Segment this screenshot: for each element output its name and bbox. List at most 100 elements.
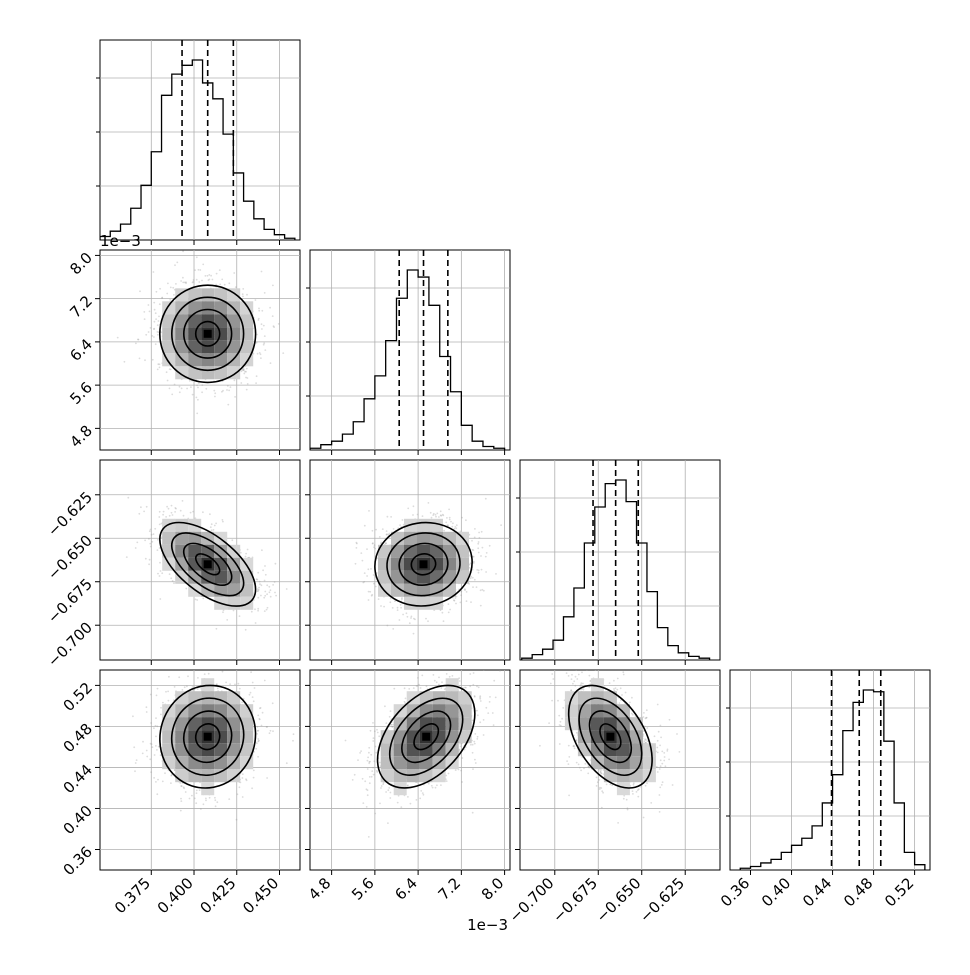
scatter-point	[166, 293, 168, 295]
scatter-point	[356, 547, 358, 549]
scatter-point	[212, 279, 214, 281]
scatter-point	[474, 579, 476, 581]
scatter-point	[263, 342, 265, 344]
scatter-point	[216, 273, 218, 275]
scatter-point	[450, 521, 452, 523]
scatter-point	[216, 628, 218, 630]
scatter-point	[364, 572, 366, 574]
scatter-point	[208, 673, 210, 675]
scatter-point	[157, 324, 159, 326]
scatter-point	[197, 399, 199, 401]
scatter-point	[245, 556, 247, 558]
scatter-point	[375, 586, 377, 588]
scatter-point	[197, 688, 199, 690]
scatter-point	[182, 250, 184, 252]
scatter-point	[456, 524, 458, 526]
scatter-point	[470, 577, 472, 579]
scatter-point	[257, 353, 259, 355]
scatter-point	[397, 609, 399, 611]
scatter-point	[464, 589, 466, 591]
scatter-point	[402, 519, 404, 521]
scatter-point	[474, 528, 476, 530]
scatter-point	[160, 570, 162, 572]
scatter-point	[371, 595, 373, 597]
scatter-point	[213, 390, 215, 392]
scatter-point	[170, 782, 172, 784]
scatter-point	[227, 404, 229, 406]
scatter-point	[150, 694, 152, 696]
scatter-point	[205, 388, 207, 390]
scatter-point	[198, 269, 200, 271]
scatter-point	[201, 391, 203, 393]
scatter-point	[153, 271, 155, 273]
scatter-point	[478, 532, 480, 534]
density-cell	[175, 519, 188, 532]
scatter-point	[455, 603, 457, 605]
scatter-point	[476, 586, 478, 588]
scatter-point	[477, 543, 479, 545]
density-cell	[240, 327, 253, 340]
scatter-point	[455, 597, 457, 599]
scatter-point	[264, 565, 266, 567]
scatter-point	[222, 390, 224, 392]
scatter-point	[168, 700, 170, 702]
scatter-point	[470, 576, 472, 578]
scatter-point	[254, 608, 256, 610]
scatter-point	[407, 508, 409, 510]
scatter-point	[214, 396, 216, 398]
scatter-point	[274, 592, 276, 594]
scatter-point	[387, 516, 389, 518]
density-cell	[214, 327, 227, 340]
density-cell	[188, 353, 201, 366]
scatter-point	[135, 762, 137, 764]
scatter-point	[156, 291, 158, 293]
scatter-point	[481, 569, 483, 571]
scatter-point	[374, 548, 376, 550]
scatter-point	[169, 299, 171, 301]
scatter-point	[272, 315, 274, 317]
scatter-point	[234, 380, 236, 382]
scatter-point	[438, 516, 440, 518]
scatter-point	[244, 371, 246, 373]
scatter-point	[213, 529, 215, 531]
density-cell	[188, 545, 201, 558]
scatter-point	[255, 622, 257, 624]
density-cell	[175, 327, 188, 340]
scatter-point	[270, 362, 272, 364]
scatter-point	[261, 584, 263, 586]
scatter-point	[436, 513, 438, 515]
scatter-point	[169, 368, 171, 370]
scatter-point	[485, 571, 487, 573]
scatter-point	[174, 384, 176, 386]
density-cell	[214, 301, 227, 314]
scatter-point	[155, 725, 157, 727]
scatter-point	[246, 389, 248, 391]
scatter-point	[264, 591, 266, 593]
scatter-point	[211, 529, 213, 531]
density-cell	[201, 288, 214, 301]
scatter-point	[402, 614, 404, 616]
scatter-point	[202, 598, 204, 600]
scatter-point	[272, 285, 274, 287]
scatter-point	[157, 539, 159, 541]
scatter-point	[362, 560, 364, 562]
scatter-point	[146, 711, 148, 713]
density-cell	[188, 558, 201, 571]
scatter-point	[258, 587, 260, 589]
scatter-point	[527, 540, 529, 542]
scatter-point	[472, 577, 474, 579]
scatter-point	[190, 512, 192, 514]
scatter-point	[197, 677, 199, 679]
scatter-point	[399, 524, 401, 526]
scatter-point	[451, 526, 453, 528]
scatter-point	[169, 573, 171, 575]
scatter-point	[261, 310, 263, 312]
scatter-point	[184, 686, 186, 688]
scatter-point	[263, 325, 265, 327]
scatter-point	[478, 541, 480, 543]
scatter-point	[364, 525, 366, 527]
scatter-point	[261, 549, 263, 551]
scatter-point	[242, 288, 244, 290]
scatter-point	[413, 618, 415, 620]
scatter-point	[392, 607, 394, 609]
